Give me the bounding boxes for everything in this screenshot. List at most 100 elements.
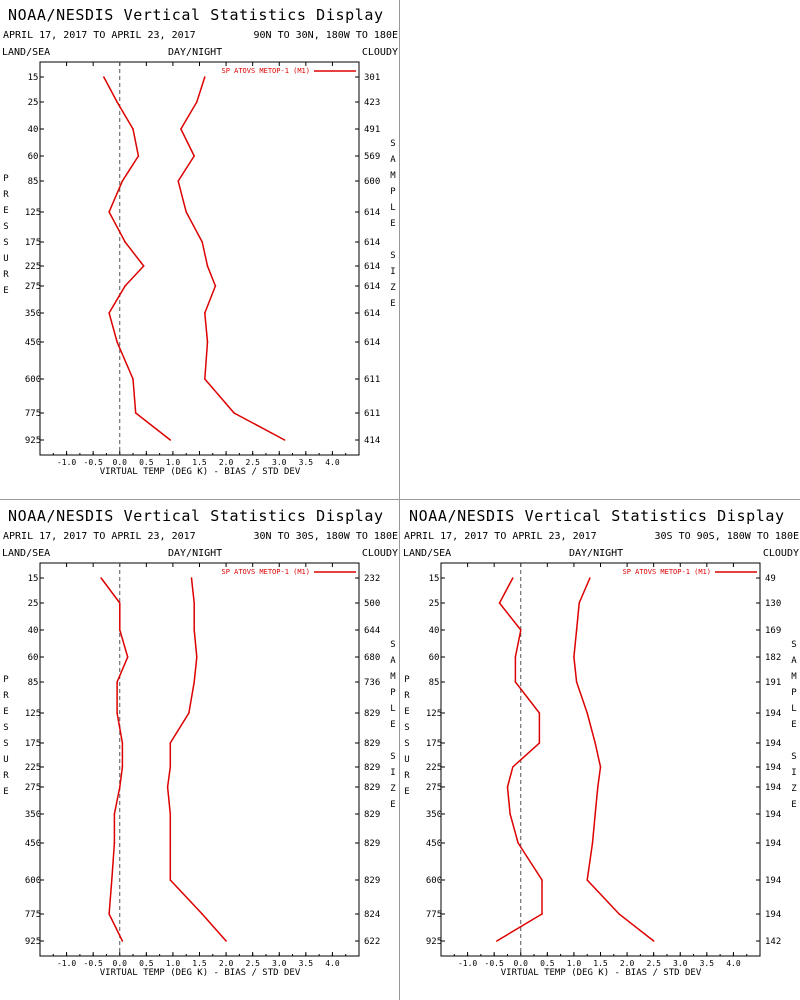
x-tick-label: 3.0 — [272, 458, 287, 467]
pressure-tick-label: 225 — [25, 262, 41, 272]
sample-size-label: 194 — [765, 739, 781, 749]
sample-size-label: 423 — [364, 98, 380, 108]
series-point — [283, 439, 286, 441]
series-point — [594, 813, 596, 815]
pressure-tick-label: 275 — [25, 282, 41, 292]
series-point — [496, 940, 498, 942]
sample-size-label: 622 — [364, 937, 380, 947]
x-tick-label: -0.5 — [485, 959, 504, 968]
series-point — [116, 341, 118, 343]
pressure-tick-label: 225 — [25, 763, 41, 773]
series-point — [185, 211, 188, 213]
series-point — [103, 76, 105, 78]
series-line-std-dev — [177, 76, 285, 441]
series-point — [575, 681, 578, 683]
plot-frame — [39, 562, 360, 957]
series-point — [180, 128, 182, 130]
series-point — [108, 913, 110, 915]
x-tick-label: 2.0 — [219, 959, 234, 968]
series-point — [509, 813, 511, 815]
sample-size-label: 232 — [364, 574, 380, 584]
series-point — [196, 656, 198, 658]
series-point — [206, 265, 209, 267]
x-tick-label: 1.5 — [192, 458, 207, 467]
sample-size-label: 194 — [765, 810, 781, 820]
sample-size-label: 829 — [364, 709, 380, 719]
series-point — [225, 940, 227, 942]
legend-label: SP ATOVS METOP-1 (M1) — [221, 67, 310, 75]
series-point — [169, 813, 172, 815]
sample-size-label: 49 — [765, 574, 776, 584]
series-point — [113, 842, 116, 844]
x-tick-label: 2.0 — [219, 458, 234, 467]
land-sea-label: LAND/SEA — [2, 548, 51, 559]
series-point — [204, 76, 206, 78]
pressure-tick-label: 925 — [25, 436, 41, 446]
x-tick-label: 4.0 — [325, 458, 340, 467]
sample-size-label: 829 — [364, 810, 380, 820]
sample-size-label: 614 — [364, 208, 380, 218]
pressure-tick-label: 125 — [25, 709, 41, 719]
vertical-divider — [399, 0, 400, 1000]
x-tick-label: 3.0 — [673, 959, 688, 968]
pressure-tick-label: 600 — [25, 876, 41, 886]
series-point — [506, 786, 509, 788]
pressure-tick-label: 350 — [25, 810, 41, 820]
x-tick-label: 2.0 — [620, 959, 635, 968]
pressure-tick-label: 85 — [429, 678, 440, 688]
series-point — [206, 341, 209, 343]
series-point — [586, 712, 589, 714]
x-tick-label: -1.0 — [57, 458, 76, 467]
sample-size-label: 614 — [364, 282, 380, 292]
pressure-tick-label: 600 — [25, 375, 41, 385]
series-point — [169, 842, 172, 844]
panel-title: NOAA/NESDIS Vertical Statistics Display — [8, 6, 384, 24]
series-point — [116, 101, 118, 103]
x-tick-label: -1.0 — [57, 959, 76, 968]
cloudy-label: CLOUDY — [361, 47, 398, 58]
series-point — [511, 577, 514, 579]
sample-size-label: 130 — [765, 599, 781, 609]
pressure-tick-label: 450 — [426, 839, 442, 849]
series-point — [190, 577, 193, 579]
pressure-tick-label: 350 — [25, 309, 41, 319]
x-tick-label: 2.5 — [245, 458, 260, 467]
series-line-bias — [103, 76, 171, 441]
series-point — [108, 211, 110, 213]
series-point — [196, 101, 198, 103]
x-axis-label: VIRTUAL TEMP (DEG K) - BIAS / STD DEV — [501, 968, 702, 978]
series-point — [134, 412, 137, 414]
x-tick-label: 3.5 — [700, 959, 715, 968]
series-point — [498, 602, 501, 604]
series-point — [594, 742, 596, 744]
stats-panel-30s-90s: NOAA/NESDIS Vertical Statistics Display … — [401, 501, 800, 1000]
pressure-tick-label: 85 — [28, 177, 39, 187]
sample-size-label: 680 — [364, 653, 380, 663]
pressure-tick-label: 60 — [28, 653, 39, 663]
pressure-tick-label: 25 — [28, 599, 39, 609]
series-point — [578, 602, 581, 604]
sample-size-label: 142 — [765, 937, 781, 947]
sample-size-label: 829 — [364, 783, 380, 793]
sample-size-label: 829 — [364, 739, 380, 749]
sample-size-label: 824 — [364, 910, 380, 920]
day-night-label: DAY/NIGHT — [168, 47, 223, 58]
pressure-tick-label: 775 — [25, 409, 41, 419]
series-point — [599, 766, 602, 768]
pressure-tick-label: 15 — [429, 574, 440, 584]
region-label: 30N TO 30S, 180W TO 180E — [253, 531, 399, 542]
x-tick-label: 4.0 — [325, 959, 340, 968]
x-tick-label: 4.0 — [726, 959, 741, 968]
series-point — [118, 602, 121, 604]
vertical-profile-chart: 15 49 25 130 40 169 60 182 85 191 125 194 175 194 225 1… — [426, 562, 781, 978]
x-tick-label: 0.0 — [113, 458, 128, 467]
pressure-tick-label: 60 — [429, 653, 440, 663]
x-tick-label: -1.0 — [458, 959, 477, 968]
legend-label: SP ATOVS METOP-1 (M1) — [221, 568, 310, 576]
pressure-tick-label: 175 — [25, 238, 41, 248]
series-point — [113, 813, 116, 815]
pressure-tick-label: 350 — [426, 810, 442, 820]
